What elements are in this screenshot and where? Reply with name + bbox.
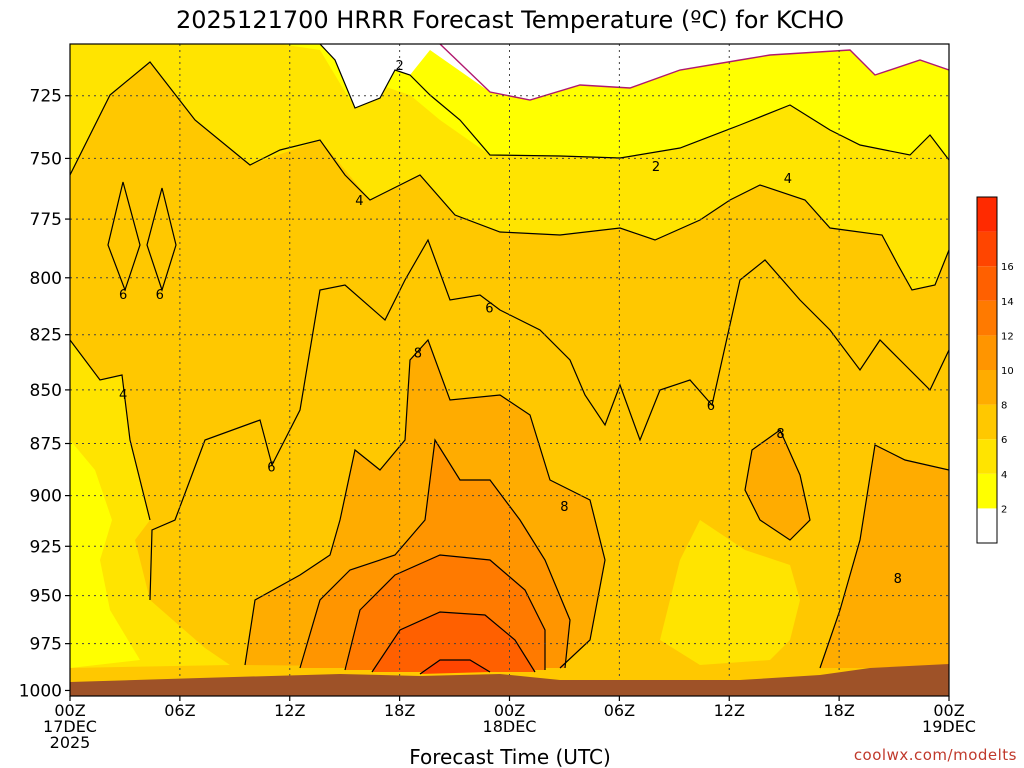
colorbar-tick-label: 14 — [1001, 297, 1014, 308]
x-tick-label: 18DEC — [483, 717, 537, 736]
y-tick-label: 750 — [30, 149, 62, 169]
contour-6-tongue-a — [107, 181, 141, 292]
x-tick-label: 18Z — [823, 701, 854, 720]
colorbar-tick-label: 2 — [1001, 504, 1007, 515]
contour-label: 8 — [414, 347, 422, 362]
y-tick-label: 975 — [30, 635, 62, 655]
y-tick-label: 1000 — [19, 681, 62, 701]
colorbar-tick-label: 16 — [1001, 262, 1014, 273]
band-below-2 — [320, 44, 949, 108]
contour-label: 8 — [776, 427, 784, 442]
x-tick-label: 00Z — [933, 701, 964, 720]
contour-label: 6 — [485, 302, 493, 317]
band-14-16 — [372, 612, 535, 672]
x-axis-label: Forecast Time (UTC) — [409, 745, 611, 768]
y-tick-label: 900 — [30, 487, 62, 507]
contour-label: 6 — [707, 399, 715, 414]
colorbar-swatch — [977, 508, 997, 543]
colorbar-swatch — [977, 370, 997, 405]
y-tick-label: 800 — [30, 269, 62, 289]
colorbar-swatch — [977, 231, 997, 267]
contour-label: 6 — [156, 288, 164, 303]
contour-0 — [439, 44, 949, 101]
band-above-16 — [420, 660, 490, 674]
contour-label: 8 — [894, 572, 902, 587]
chart-title: 2025121700 HRRR Forecast Temperature (ºC… — [176, 6, 844, 34]
contour-label: 4 — [119, 388, 127, 403]
contour-label: 2 — [395, 59, 403, 74]
y-tick-label: 925 — [30, 537, 62, 557]
band-2-4 — [70, 44, 949, 160]
x-tick-label: 2025 — [50, 733, 91, 752]
contour-14 — [371, 611, 536, 673]
x-tick-label: 19DEC — [922, 717, 976, 736]
band-8-10-right — [745, 430, 810, 540]
colorbar-tick-label: 8 — [1001, 401, 1007, 412]
contour-labels: 2 2 4 4 4 6 6 6 6 6 8 8 8 8 — [119, 59, 902, 587]
contour-4-low — [70, 339, 151, 521]
x-tick-label: 06Z — [164, 701, 195, 720]
colorbar-swatch — [977, 473, 997, 509]
y-tick-label: 950 — [30, 587, 62, 607]
y-tick-label: 775 — [30, 210, 62, 230]
band-8-10-farright — [820, 445, 949, 668]
x-tick-label: 00Z — [54, 701, 85, 720]
band-6-tongue-2 — [147, 188, 176, 290]
contour-label: 6 — [267, 461, 275, 476]
x-tick-label: 12Z — [274, 701, 305, 720]
contour-12 — [344, 554, 546, 671]
contour-label: 6 — [119, 288, 127, 303]
contour-6-tongue-b — [146, 187, 177, 292]
contour-8-right — [744, 429, 811, 541]
grid-lines — [70, 44, 949, 696]
contour-16 — [419, 659, 491, 675]
contour-lines — [70, 44, 949, 675]
contour-label: 8 — [560, 500, 568, 515]
x-tick-label: 17DEC — [43, 717, 97, 736]
contour-10 — [299, 438, 571, 669]
y-tick-label: 725 — [30, 87, 62, 107]
contour-4 — [70, 61, 949, 291]
colorbar-frame — [976, 196, 998, 544]
contour-6 — [149, 238, 949, 601]
contour-8 — [244, 338, 606, 669]
colorbar-tick-label: 12 — [1001, 331, 1014, 342]
contour-2 — [319, 44, 949, 161]
colorbar-swatch — [977, 439, 997, 474]
band-4-6-lower — [70, 340, 230, 668]
colorbar-swatch — [977, 300, 997, 336]
colorbar-swatch — [977, 404, 997, 440]
colorbar-swatch — [977, 266, 997, 301]
band-6-tongue-1 — [108, 182, 140, 290]
band-2-4-lowleft — [70, 440, 140, 668]
x-tick-label: 00Z — [494, 701, 525, 720]
x-tick-label: 18Z — [384, 701, 415, 720]
y-tick-label: 825 — [30, 326, 62, 346]
colorbar-tick-label: 10 — [1001, 366, 1014, 377]
x-tick-label: 06Z — [604, 701, 635, 720]
contour-label: 4 — [784, 172, 792, 187]
plot-area: 2 2 4 4 4 6 6 6 6 6 8 8 8 8 — [70, 44, 949, 696]
ground-terrain — [70, 664, 949, 696]
colorbar-swatch — [977, 197, 997, 232]
x-tick-label: 12Z — [714, 701, 745, 720]
colorbar-tick-label: 4 — [1001, 470, 1007, 481]
y-tick-label: 875 — [30, 435, 62, 455]
credit-text: coolwx.com/modelts — [854, 746, 1017, 764]
band-4-6-right-pocket — [660, 520, 800, 665]
contour-label: 4 — [355, 194, 363, 209]
colorbar: 2 4 6 8 10 12 14 16 — [976, 196, 1014, 544]
colorbar-swatch — [977, 335, 997, 370]
contour-label: 2 — [652, 160, 660, 175]
y-axis: 725 750 775 800 825 850 875 900 925 950 975 1000 — [19, 87, 70, 701]
colorbar-tick-label: 6 — [1001, 435, 1007, 446]
contour-8-farright — [819, 444, 949, 669]
y-tick-label: 850 — [30, 381, 62, 401]
